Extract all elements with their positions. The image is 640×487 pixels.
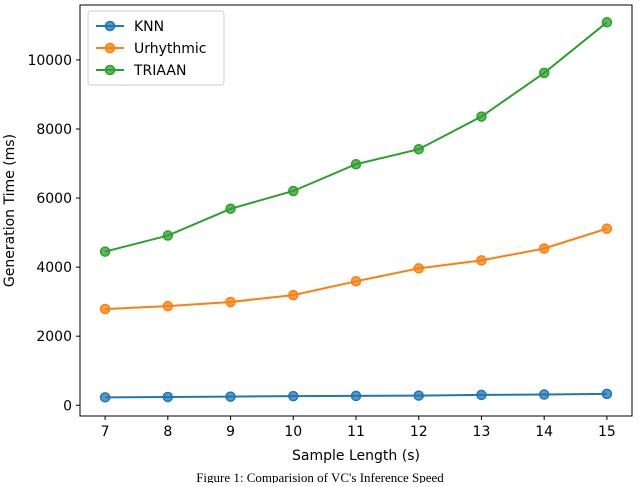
point [225, 391, 236, 402]
x-tick-label: 13 [473, 424, 491, 440]
x-tick-label: 10 [284, 424, 302, 440]
point [413, 263, 424, 274]
point [288, 289, 299, 301]
point [225, 296, 236, 308]
y-axis-label: Generation Time (ms) [2, 134, 18, 287]
x-tick-label: 8 [163, 424, 172, 440]
y-tick-label: 8000 [36, 122, 72, 138]
legend-marker [104, 64, 116, 76]
point [350, 276, 362, 287]
legend-marker [104, 42, 116, 54]
point [413, 143, 424, 155]
point [476, 255, 487, 266]
legend-label: TRIAAN [133, 63, 186, 79]
point [601, 388, 613, 400]
caption: Figure 1: Comparision of VC's Inference … [196, 470, 444, 483]
point [162, 391, 174, 403]
point [99, 246, 111, 257]
point [225, 203, 236, 215]
point [538, 67, 550, 79]
point [538, 389, 550, 400]
point [99, 392, 111, 403]
legend: KNN Urhythmic TRIAAN [87, 10, 225, 86]
point [476, 111, 487, 122]
point [99, 303, 111, 315]
y-tick-label: 4000 [36, 260, 72, 276]
point [601, 223, 613, 234]
x-tick-label: 15 [598, 424, 616, 440]
point [476, 389, 487, 401]
y-tick-label: 0 [63, 398, 72, 414]
point [538, 243, 550, 254]
y-tick-label: 2000 [36, 329, 72, 345]
point [162, 230, 174, 241]
legend-marker [104, 20, 116, 32]
legend-box [87, 10, 225, 86]
point [413, 390, 424, 401]
x-tick-label: 9 [226, 424, 235, 440]
legend-label: Urhythmic [134, 41, 207, 57]
x-tick-label: 12 [410, 424, 428, 440]
point [288, 185, 299, 197]
point [350, 158, 362, 170]
y-tick-label: 10000 [27, 53, 72, 69]
series-line [105, 227, 608, 311]
x-tick-label: 7 [101, 424, 110, 440]
y-tick-label: 6000 [36, 191, 72, 207]
x-axis-label: Sample Length (s) [292, 448, 420, 464]
x-tick-label: 14 [535, 424, 553, 440]
point [350, 390, 362, 402]
point [288, 390, 299, 402]
legend-label: KNN [134, 19, 164, 35]
point [162, 300, 174, 312]
x-tick-label: 11 [347, 424, 365, 440]
point [601, 17, 613, 28]
